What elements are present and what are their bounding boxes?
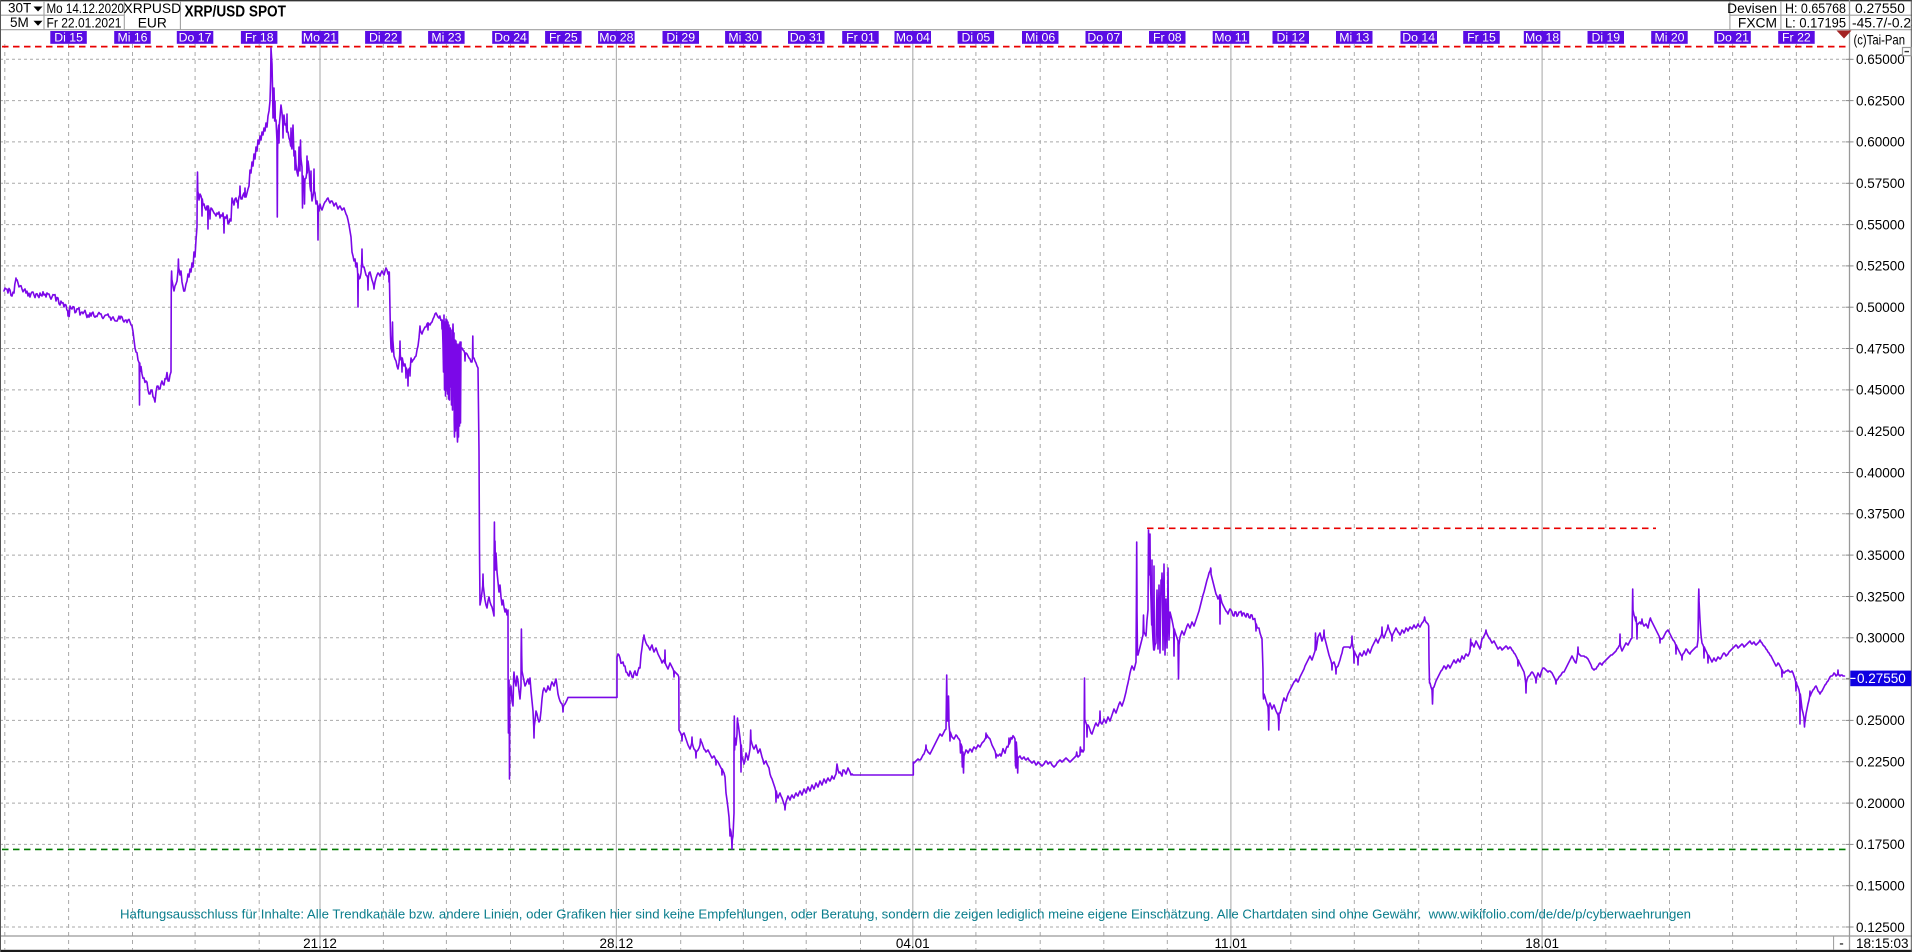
svg-text:0.20000: 0.20000 [1856, 796, 1905, 811]
svg-text:0.17500: 0.17500 [1856, 837, 1905, 852]
svg-text:18:15:03: 18:15:03 [1856, 936, 1909, 951]
svg-text:Fr 18: Fr 18 [245, 30, 274, 44]
svg-text:EUR: EUR [138, 15, 167, 30]
svg-text:21.12: 21.12 [303, 936, 337, 951]
svg-text:Do 24: Do 24 [494, 30, 527, 44]
svg-text:0.60000: 0.60000 [1856, 135, 1905, 150]
svg-text:(c)Tai-Pan: (c)Tai-Pan [1854, 33, 1906, 48]
svg-text:Mo 28: Mo 28 [599, 30, 633, 44]
svg-text:Di 22: Di 22 [369, 30, 398, 44]
svg-text:0.30000: 0.30000 [1856, 631, 1905, 646]
svg-text:Di 19: Di 19 [1591, 30, 1620, 44]
svg-text:0.52500: 0.52500 [1856, 259, 1905, 274]
svg-text:30T: 30T [8, 1, 31, 16]
svg-text:Devisen: Devisen [1727, 1, 1777, 16]
svg-text:Fr 25: Fr 25 [549, 30, 578, 44]
svg-text:0.65000: 0.65000 [1856, 52, 1905, 67]
svg-text:28.12: 28.12 [600, 936, 634, 951]
svg-text:0.25000: 0.25000 [1856, 713, 1905, 728]
svg-text:Do 17: Do 17 [179, 30, 212, 44]
svg-text:Fr 08: Fr 08 [1153, 30, 1182, 44]
svg-text:11.01: 11.01 [1215, 936, 1248, 951]
svg-text:0.47500: 0.47500 [1856, 341, 1905, 356]
svg-text:-45.7/-0.232: -45.7/-0.232 [1852, 15, 1912, 30]
svg-text:Mo 04: Mo 04 [896, 30, 930, 44]
svg-text:0.35000: 0.35000 [1856, 548, 1905, 563]
svg-text:0.57500: 0.57500 [1856, 176, 1905, 191]
svg-text:04.01: 04.01 [896, 936, 930, 951]
svg-text:Mi 16: Mi 16 [117, 30, 147, 44]
svg-text:18.01: 18.01 [1525, 936, 1559, 951]
svg-text:Fr 22: Fr 22 [1782, 30, 1811, 44]
svg-text:0.45000: 0.45000 [1856, 383, 1905, 398]
svg-text:Mi 20: Mi 20 [1654, 30, 1684, 44]
svg-text:0.42500: 0.42500 [1856, 424, 1905, 439]
svg-text:Do 31: Do 31 [790, 30, 823, 44]
svg-text:0.62500: 0.62500 [1856, 93, 1905, 108]
svg-text:Haftungsausschluss für Inhalte: Haftungsausschluss für Inhalte: Alle Tre… [120, 907, 1691, 922]
svg-text:Fr 01: Fr 01 [846, 30, 875, 44]
svg-text:0.50000: 0.50000 [1856, 300, 1905, 315]
svg-text:0.55000: 0.55000 [1856, 217, 1905, 232]
svg-text:0.40000: 0.40000 [1856, 465, 1905, 480]
svg-text:Di 12: Di 12 [1276, 30, 1305, 44]
svg-text:Fr 22.01.2021: Fr 22.01.2021 [47, 15, 122, 30]
svg-text:Mi 30: Mi 30 [728, 30, 758, 44]
svg-text:5M: 5M [10, 15, 29, 30]
svg-text:Di 05: Di 05 [962, 30, 991, 44]
svg-text:0.27550: 0.27550 [1855, 1, 1905, 16]
svg-text:0.27550: 0.27550 [1857, 671, 1906, 686]
svg-text:XRP/USD SPOT: XRP/USD SPOT [185, 3, 287, 20]
svg-text:Do 07: Do 07 [1087, 30, 1120, 44]
svg-text:0.22500: 0.22500 [1856, 755, 1905, 770]
svg-text:FXCM: FXCM [1738, 15, 1777, 30]
svg-text:Di 15: Di 15 [54, 30, 83, 44]
svg-text:Di 29: Di 29 [666, 30, 695, 44]
svg-text:0.12500: 0.12500 [1856, 920, 1905, 935]
svg-text:0.32500: 0.32500 [1856, 589, 1905, 604]
svg-text:Mi 06: Mi 06 [1025, 30, 1055, 44]
svg-text:Mi 23: Mi 23 [431, 30, 461, 44]
svg-text:Mo 14.12.2020: Mo 14.12.2020 [47, 1, 125, 16]
svg-text:0.37500: 0.37500 [1856, 507, 1905, 522]
svg-text:Mo 21: Mo 21 [303, 30, 337, 44]
svg-text:XRPUSD: XRPUSD [124, 1, 182, 16]
svg-text:L: 0.17195: L: 0.17195 [1785, 15, 1846, 30]
svg-text:H: 0.65768: H: 0.65768 [1785, 1, 1846, 16]
svg-text:-: - [1839, 936, 1844, 951]
svg-text:0.15000: 0.15000 [1856, 879, 1905, 894]
svg-text:Mo 18: Mo 18 [1525, 30, 1559, 44]
svg-text:Do 21: Do 21 [1716, 30, 1749, 44]
svg-text:Do 14: Do 14 [1402, 30, 1435, 44]
svg-text:Mi 13: Mi 13 [1339, 30, 1369, 44]
svg-text:Fr 15: Fr 15 [1467, 30, 1496, 44]
svg-text:Mo 11: Mo 11 [1214, 30, 1247, 44]
